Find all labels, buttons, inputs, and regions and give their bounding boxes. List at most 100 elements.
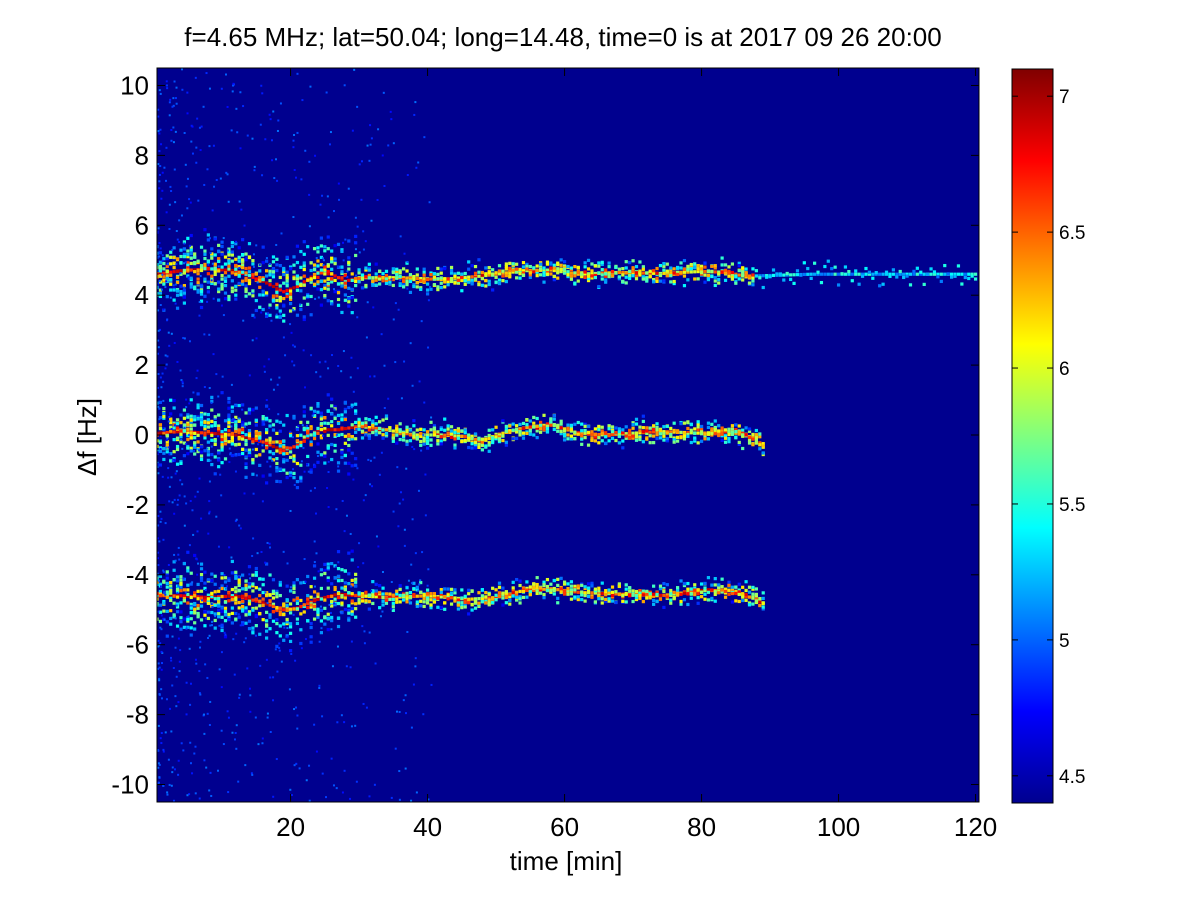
heat-cell — [367, 276, 371, 280]
noise-cell — [235, 518, 238, 521]
heat-cell — [316, 250, 320, 254]
noise-cell — [205, 72, 208, 75]
heat-cell — [347, 443, 351, 448]
noise-cell — [253, 316, 256, 319]
heat-cell — [693, 262, 697, 266]
heat-cell — [624, 600, 628, 604]
heat-cell — [271, 275, 276, 279]
heat-cell — [717, 588, 721, 593]
noise-cell — [398, 770, 401, 773]
heat-cell — [480, 437, 484, 441]
noise-cell — [157, 386, 160, 389]
heat-cell — [552, 263, 556, 267]
heat-cell — [261, 422, 265, 426]
noise-cell — [204, 617, 207, 620]
noise-cell — [238, 417, 241, 420]
heat-cell — [347, 262, 351, 267]
heat-cell — [302, 261, 306, 265]
heat-cell — [217, 243, 221, 247]
noise-cell — [260, 550, 263, 553]
heat-cell — [713, 583, 717, 587]
noise-cell — [337, 561, 340, 564]
heat-cell — [220, 438, 224, 442]
noise-cell — [291, 436, 294, 439]
heat-cell — [199, 245, 204, 249]
heat-cell — [295, 277, 300, 281]
heat-cell — [251, 608, 255, 612]
heat-cell — [302, 315, 306, 319]
noise-cell — [350, 640, 353, 643]
heat-cell — [552, 588, 556, 593]
heat-cell — [275, 589, 279, 593]
heat-cell — [261, 279, 265, 283]
heat-cell — [237, 578, 241, 582]
noise-cell — [157, 372, 160, 375]
noise-cell — [403, 544, 406, 547]
noise-cell — [263, 365, 266, 368]
noise-cell — [198, 477, 201, 480]
noise-cell — [276, 383, 279, 386]
heat-cell — [206, 280, 210, 284]
heat-cell — [384, 276, 389, 280]
noise-cell — [329, 131, 332, 134]
heat-cell — [669, 430, 673, 434]
noise-cell — [192, 391, 195, 394]
heat-cell — [871, 276, 875, 280]
heat-cell — [384, 414, 389, 418]
heat-cell — [703, 586, 707, 590]
heat-cell — [741, 433, 745, 437]
heat-cell — [535, 274, 539, 278]
noise-cell — [157, 129, 160, 132]
heat-cell — [422, 604, 426, 609]
heat-cell — [624, 587, 628, 591]
heat-cell — [330, 424, 334, 428]
heat-cell — [518, 589, 522, 594]
heat-cell — [326, 566, 330, 570]
heat-cell — [477, 604, 481, 609]
heat-cell — [292, 581, 296, 585]
heat-cell — [354, 593, 358, 598]
heat-cell — [217, 608, 221, 612]
noise-cell — [212, 144, 215, 147]
heat-cell — [439, 592, 443, 596]
heat-cell — [261, 601, 265, 605]
heat-cell — [241, 279, 245, 283]
heat-cell — [415, 585, 419, 589]
heat-cell — [158, 416, 163, 420]
heat-cell — [446, 593, 450, 597]
heat-cell — [217, 298, 221, 302]
heat-cell — [641, 593, 645, 597]
heat-cell — [542, 266, 546, 270]
heat-cell — [357, 597, 361, 602]
heat-cell — [354, 437, 358, 441]
heat-cell — [213, 282, 217, 286]
heat-cell — [282, 270, 286, 274]
noise-cell — [177, 759, 180, 762]
noise-cell — [371, 485, 374, 488]
heat-cell — [278, 296, 282, 301]
heat-cell — [597, 597, 601, 601]
heat-cell — [747, 281, 752, 285]
heat-cell — [210, 452, 214, 457]
noise-cell — [292, 146, 295, 149]
heat-cell — [494, 425, 498, 429]
heat-cell — [230, 598, 234, 602]
heat-cell — [398, 584, 402, 588]
heat-cell — [645, 276, 649, 280]
heat-cell — [230, 439, 234, 444]
heat-cell — [449, 276, 454, 281]
heat-cell — [172, 594, 176, 598]
noise-cell — [217, 265, 220, 268]
noise-cell — [157, 515, 160, 518]
heat-cell — [734, 430, 738, 434]
noise-cell — [171, 771, 174, 774]
noise-cell — [396, 466, 399, 469]
noise-cell — [185, 681, 188, 684]
noise-cell — [162, 750, 165, 753]
heat-cell — [210, 438, 214, 442]
heat-cell — [172, 613, 176, 617]
heat-cell — [175, 436, 180, 440]
heat-cell — [443, 428, 447, 432]
heat-cell — [251, 582, 255, 586]
heat-cell — [230, 268, 234, 273]
